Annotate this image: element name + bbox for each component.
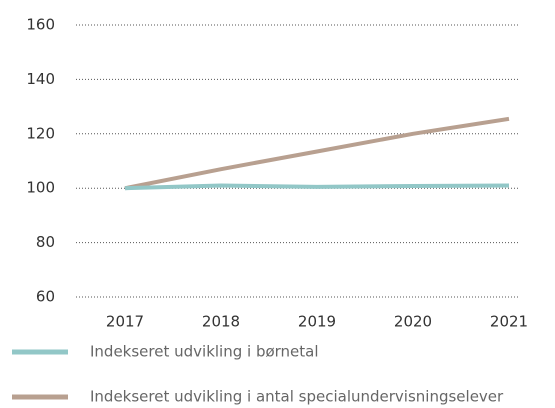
legend-label: Indekseret udvikling i børnetal — [90, 343, 319, 361]
y-tick-label: 60 — [36, 288, 55, 306]
y-tick-label: 80 — [36, 233, 55, 251]
series-line — [124, 183, 510, 191]
y-tick-label: 140 — [26, 70, 55, 88]
x-tick-label: 2020 — [394, 313, 432, 331]
y-tick-label: 120 — [26, 124, 55, 142]
x-tick-label: 2018 — [202, 313, 240, 331]
legend-label: Indekseret udvikling i antal specialunde… — [90, 388, 504, 406]
series-line — [124, 116, 510, 191]
y-tick-label: 160 — [26, 16, 55, 34]
x-tick-label: 2017 — [106, 313, 144, 331]
y-tick-label: 100 — [26, 179, 55, 197]
x-tick-label: 2021 — [490, 313, 528, 331]
x-tick-label: 2019 — [298, 313, 336, 331]
